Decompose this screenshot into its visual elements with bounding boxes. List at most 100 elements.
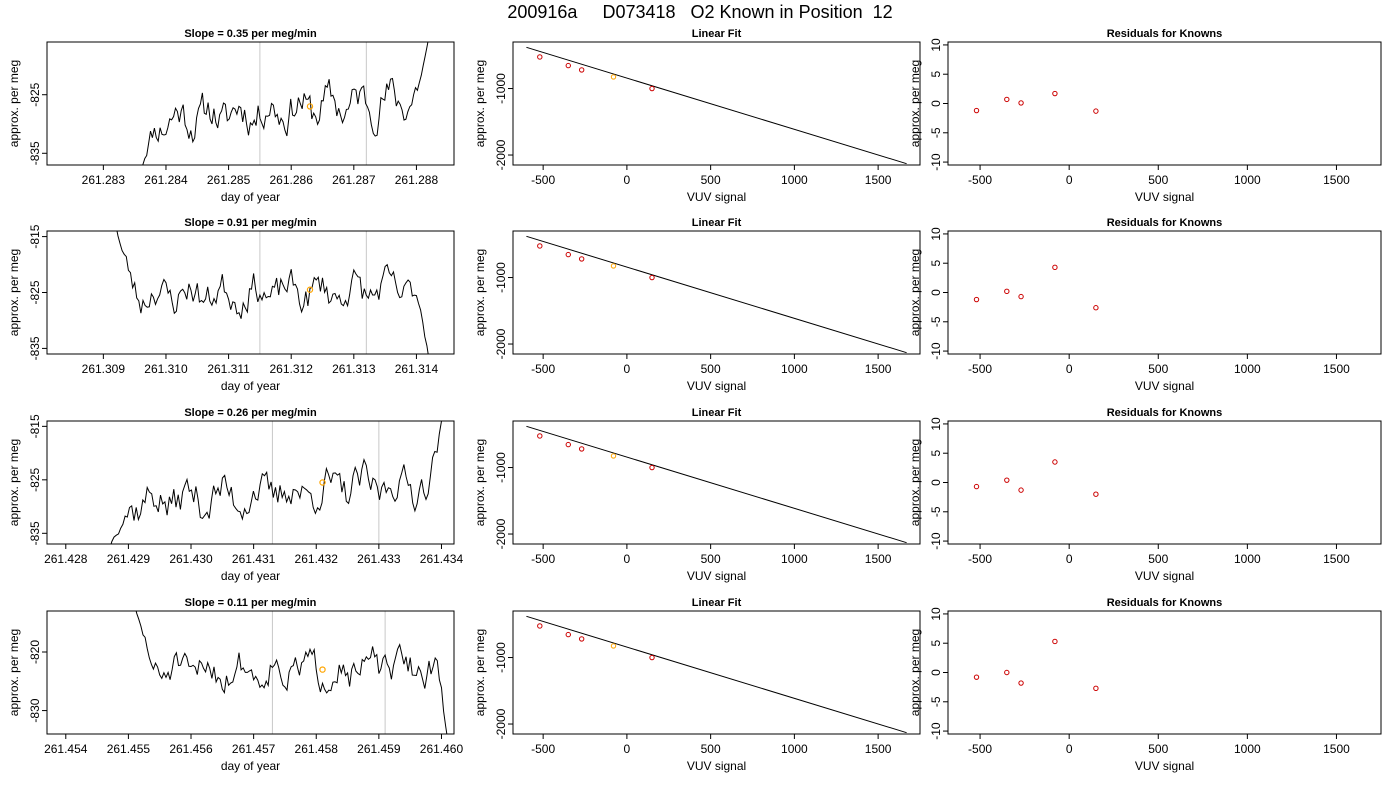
data-point xyxy=(973,674,980,680)
x-tick-label: 261.431 xyxy=(232,552,276,566)
y-tick-label: -10 xyxy=(929,153,943,171)
data-point xyxy=(1093,491,1099,497)
x-tick-label: 1000 xyxy=(1234,552,1261,566)
data-point xyxy=(610,263,617,269)
y-tick-label: 5 xyxy=(929,450,943,457)
y-tick-label: -10 xyxy=(929,722,943,740)
x-axis-label: VUV signal xyxy=(687,190,746,204)
x-axis-label: VUV signal xyxy=(687,379,746,393)
plot-area xyxy=(116,231,429,354)
y-tick-label: 10 xyxy=(929,417,943,431)
y-tick-label: 10 xyxy=(929,38,943,52)
x-tick-label: 500 xyxy=(1148,552,1168,566)
chart-title: Linear Fit xyxy=(692,597,742,609)
y-tick-label: -2000 xyxy=(494,328,508,359)
x-tick-label: 1000 xyxy=(1234,362,1261,376)
x-tick-label: 0 xyxy=(624,552,631,566)
fit-line xyxy=(526,615,907,734)
plot-frame xyxy=(947,420,1382,545)
data-point xyxy=(649,274,655,281)
chart-panel: Residuals for Knowns -500 0 500 1000 1500 10 5 0… xyxy=(908,28,1382,204)
y-tick-label: -5 xyxy=(929,316,943,327)
x-axis-label: VUV signal xyxy=(1135,379,1194,393)
marker-point xyxy=(306,103,314,110)
x-tick-label: 261.309 xyxy=(82,362,126,376)
y-tick-label: -815 xyxy=(28,414,42,438)
plot-frame xyxy=(46,610,455,735)
series-line xyxy=(110,421,442,544)
data-point xyxy=(610,74,617,80)
y-tick-label: -1000 xyxy=(494,73,508,104)
y-tick-label: -820 xyxy=(28,640,42,664)
data-point xyxy=(649,85,655,92)
x-tick-label: 261.285 xyxy=(207,173,251,187)
chart-panel: Residuals for Knowns -500 0 500 1000 1500 10 5 0… xyxy=(908,597,1382,773)
data-point xyxy=(537,433,543,439)
plot-area xyxy=(135,611,448,734)
x-tick-label: 261.454 xyxy=(44,742,88,756)
marker-point xyxy=(319,666,326,673)
data-point xyxy=(1018,100,1024,106)
x-tick-label: 1000 xyxy=(781,552,808,566)
x-axis-label: VUV signal xyxy=(1135,759,1194,773)
plot-frame xyxy=(46,230,455,355)
data-point xyxy=(1052,459,1058,465)
x-tick-label: 1000 xyxy=(1234,173,1261,187)
data-point xyxy=(1018,680,1024,686)
chart-panel: Slope = 0.26 per meg/min 261.428 261.429 26… xyxy=(7,407,463,583)
chart-title: Slope = 0.26 per meg/min xyxy=(184,407,317,419)
x-tick-label: 261.312 xyxy=(270,362,314,376)
x-axis-label: day of year xyxy=(221,569,280,583)
y-axis-label: approx. per meg xyxy=(908,629,922,716)
x-tick-label: 261.432 xyxy=(295,552,339,566)
data-point xyxy=(649,464,655,471)
x-tick-label: 261.430 xyxy=(169,552,213,566)
x-tick-label: 1500 xyxy=(1323,552,1350,566)
y-tick-label: -830 xyxy=(28,698,42,722)
chart-panel: Linear Fit -500 0 500 1000 1500 -1000 -2000 VUV … xyxy=(473,597,921,773)
data-point xyxy=(578,446,585,452)
plot-frame xyxy=(947,610,1382,735)
x-tick-label: -500 xyxy=(531,552,555,566)
plot-area xyxy=(142,42,429,165)
x-tick-label: 261.460 xyxy=(420,742,464,756)
x-tick-label: 261.313 xyxy=(332,362,376,376)
x-axis-label: day of year xyxy=(221,190,280,204)
y-axis-label: approx. per meg xyxy=(473,60,487,147)
data-point xyxy=(1004,96,1010,103)
plot-area xyxy=(526,46,907,165)
x-tick-label: 1500 xyxy=(1323,173,1350,187)
chart-panel: Linear Fit -500 0 500 1000 1500 -1000 -2000 VUV … xyxy=(473,28,921,204)
y-tick-label: -5 xyxy=(929,696,943,707)
marker-point xyxy=(306,286,314,293)
x-tick-label: 261.429 xyxy=(107,552,151,566)
x-tick-label: 261.314 xyxy=(395,362,439,376)
x-axis-label: VUV signal xyxy=(687,759,746,773)
plot-frame xyxy=(512,610,921,735)
data-point xyxy=(565,631,571,638)
x-tick-label: -500 xyxy=(968,173,992,187)
y-tick-label: 0 xyxy=(929,100,943,107)
y-tick-label: 10 xyxy=(929,607,943,621)
data-point xyxy=(565,251,571,258)
plot-frame xyxy=(512,420,921,545)
chart-panel: Slope = 0.91 per meg/min 261.309 261.310 26… xyxy=(7,217,455,393)
y-tick-label: 5 xyxy=(929,260,943,267)
plot-frame xyxy=(512,230,921,355)
chart-panel: Residuals for Knowns -500 0 500 1000 1500 10 5 0… xyxy=(908,407,1382,583)
x-tick-label: 500 xyxy=(1148,173,1168,187)
x-tick-label: 1000 xyxy=(781,362,808,376)
y-tick-label: -2000 xyxy=(494,139,508,170)
plot-area xyxy=(973,264,1099,311)
x-tick-label: 1500 xyxy=(1323,362,1350,376)
chart-panel: Linear Fit -500 0 500 1000 1500 -1000 -2000 VUV … xyxy=(473,217,921,393)
x-tick-label: 1500 xyxy=(865,742,892,756)
y-tick-label: -10 xyxy=(929,532,943,550)
x-tick-label: 0 xyxy=(1066,742,1073,756)
x-axis-label: VUV signal xyxy=(1135,569,1194,583)
y-axis-label: approx. per meg xyxy=(908,60,922,147)
data-point xyxy=(610,453,617,459)
x-tick-label: -500 xyxy=(968,362,992,376)
x-tick-label: 0 xyxy=(624,173,631,187)
